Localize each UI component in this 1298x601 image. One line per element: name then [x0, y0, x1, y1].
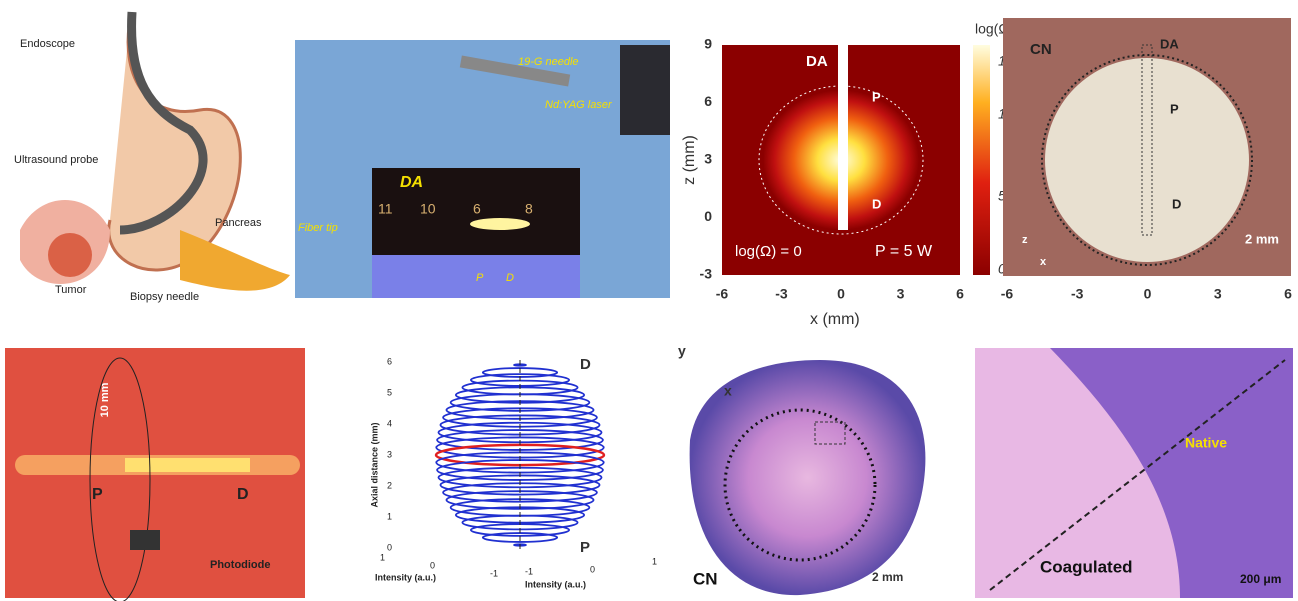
label: Fiber tip [298, 222, 338, 234]
ruler-label: 11 [378, 201, 393, 217]
label: D [1172, 196, 1181, 211]
y-tick-label: 6 [387, 356, 392, 366]
label: Ultrasound probe [14, 154, 98, 166]
y-axis-label: z (mm) [681, 135, 698, 185]
x-tick-label: 0 [1144, 286, 1152, 302]
label: P [1170, 101, 1179, 116]
label: P = 5 W [875, 243, 933, 260]
label: log(Ω) = 0 [735, 243, 802, 260]
x-tick-label: -6 [716, 286, 729, 302]
label: 10 mm [99, 382, 111, 417]
anatomy-panel: Endoscope Ultrasound probe Pancreas Tumo… [14, 12, 290, 303]
fiber-glow [470, 218, 530, 230]
x-tick-label: 0 [837, 286, 845, 302]
label: P [92, 486, 103, 503]
label: z [1022, 234, 1028, 246]
ruler-label: 8 [525, 201, 533, 217]
y-tick-label: -3 [700, 266, 713, 282]
tick-label: 1 [652, 556, 657, 566]
x-tick-label: 6 [1284, 286, 1292, 302]
diffuser [125, 458, 250, 472]
ruler-label: 10 [420, 201, 436, 217]
x-axis-label: Intensity (a.u.) [525, 579, 586, 589]
label: CN [693, 569, 718, 588]
label: 2 mm [872, 570, 903, 584]
x-tick-label: -3 [775, 286, 788, 302]
tissue-panel: CN DA P D z x 2 mm -6 -3 0 3 6 [1001, 18, 1292, 302]
label: DA [400, 174, 423, 191]
label: DA [1160, 36, 1179, 51]
y-tick-label: 0 [387, 542, 392, 552]
tick-label: 0 [590, 564, 595, 574]
x-tick-label: 6 [956, 286, 964, 302]
label: Endoscope [20, 38, 75, 50]
x-axis-label: x (mm) [810, 311, 860, 328]
label: D [506, 272, 514, 284]
photodiode [130, 530, 160, 550]
y-axis-label: Axial distance (mm) [369, 422, 379, 507]
coagulated-zone [1045, 58, 1249, 262]
tumor [48, 233, 92, 277]
label: P [872, 89, 881, 104]
laser-box [620, 45, 670, 135]
x-tick-label: -6 [1001, 286, 1014, 302]
device-panel: 19-G needle Nd:YAG laser Fiber tip DA P … [295, 40, 670, 298]
label: Photodiode [210, 559, 271, 571]
label: 19-G needle [518, 56, 579, 68]
y-tick-label: 1 [387, 511, 392, 521]
colorbar [973, 45, 990, 275]
x-tick-label: -3 [1071, 286, 1084, 302]
label: x [1040, 256, 1047, 268]
pancreas [180, 230, 290, 291]
y-tick-label: 9 [704, 36, 712, 52]
label: D [580, 356, 591, 373]
label: x [724, 383, 732, 399]
label: Coagulated [1040, 557, 1133, 576]
label: P [580, 539, 590, 556]
label: D [872, 196, 881, 211]
tick-label: -1 [525, 566, 533, 576]
label: Biopsy needle [130, 291, 199, 303]
y-tick-label: 6 [704, 93, 712, 109]
figure: Endoscope Ultrasound probe Pancreas Tumo… [0, 0, 1298, 601]
label: DA [806, 53, 828, 70]
label: Nd:YAG laser [545, 99, 613, 111]
y-tick-label: 3 [387, 449, 392, 459]
label: D [237, 486, 249, 503]
tick-label: 0 [430, 560, 435, 570]
x-tick-label: 3 [897, 286, 905, 302]
tick-label: 1 [380, 552, 385, 562]
x-tick-label: 3 [1214, 286, 1222, 302]
label: Pancreas [215, 217, 262, 229]
photodiode-panel: 10 mm P D Photodiode [5, 348, 305, 601]
label: Tumor [55, 284, 87, 296]
label: Native [1185, 435, 1227, 451]
ruler-label: 6 [473, 201, 481, 217]
label: 200 μm [1240, 572, 1281, 586]
y-tick-label: 5 [387, 387, 392, 397]
heatmap-panel: DA P D log(Ω) = 0 P = 5 W log(Ω) 12 10 5… [681, 21, 1014, 329]
label: CN [1030, 41, 1052, 58]
label: y [678, 343, 686, 359]
y-tick-label: 0 [704, 208, 712, 224]
label: P [476, 272, 484, 284]
y-tick-label: 2 [387, 480, 392, 490]
histology-panel: y x CN 2 mm Native Coagulated 200 μm [678, 343, 1293, 598]
y-tick-label: 3 [704, 151, 712, 167]
applicator [838, 45, 848, 230]
y-tick-label: 4 [387, 418, 392, 428]
label: 2 mm [1245, 231, 1279, 246]
tick-label: -1 [490, 568, 498, 578]
x-axis-label: Intensity (a.u.) [375, 572, 436, 582]
